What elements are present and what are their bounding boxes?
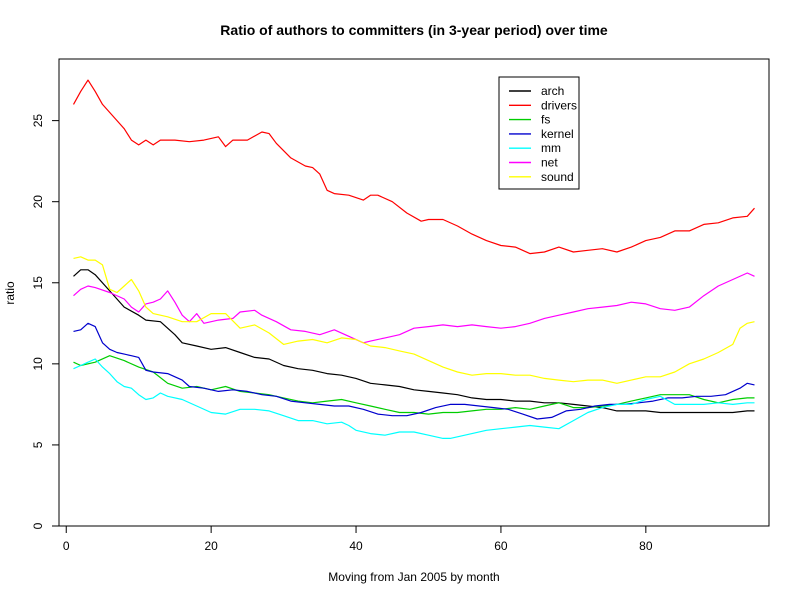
legend-label-net: net [541, 156, 558, 170]
series-line-drivers [72, 79, 755, 255]
y-tick-label: 10 [31, 357, 45, 371]
x-axis-label: Moving from Jan 2005 by month [328, 570, 499, 584]
legend-label-mm: mm [541, 141, 561, 155]
legend-label-fs: fs [541, 113, 550, 127]
y-tick-label: 25 [31, 114, 45, 128]
legend-label-arch: arch [541, 84, 564, 98]
series-layer [72, 79, 755, 439]
legend-box [498, 76, 580, 190]
series-line-arch [73, 269, 755, 414]
legend-label-kernel: kernel [541, 127, 574, 141]
x-tick-label: 80 [639, 539, 653, 553]
y-tick-label: 20 [31, 195, 45, 209]
legend-label-sound: sound [541, 170, 574, 184]
y-axis-label: ratio [3, 281, 17, 305]
series-line-kernel [73, 322, 755, 420]
y-tick-label: 5 [31, 441, 45, 448]
series-line-mm [73, 358, 755, 439]
y-tick-label: 0 [31, 522, 45, 529]
x-axis: 0 20 40 60 80 [63, 525, 653, 553]
chart-title: Ratio of authors to committers (in 3-yea… [220, 22, 608, 38]
y-tick-label: 15 [31, 276, 45, 290]
series-line-sound [73, 256, 755, 384]
series-line-fs [73, 355, 755, 415]
x-tick-label: 20 [204, 539, 218, 553]
x-tick-label: 60 [494, 539, 508, 553]
legend-label-drivers: drivers [541, 98, 577, 112]
y-axis: 0 5 10 15 20 25 [31, 114, 60, 529]
x-tick-label: 0 [63, 539, 70, 553]
x-tick-label: 40 [349, 539, 363, 553]
